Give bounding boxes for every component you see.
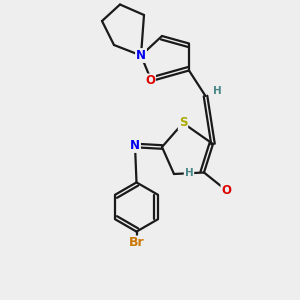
Text: O: O — [221, 184, 232, 197]
Text: N: N — [130, 139, 140, 152]
Text: S: S — [179, 116, 187, 130]
Text: H: H — [184, 167, 194, 178]
Text: O: O — [145, 74, 155, 88]
Text: Br: Br — [129, 236, 144, 250]
Text: H: H — [212, 86, 221, 97]
Text: N: N — [136, 49, 146, 62]
